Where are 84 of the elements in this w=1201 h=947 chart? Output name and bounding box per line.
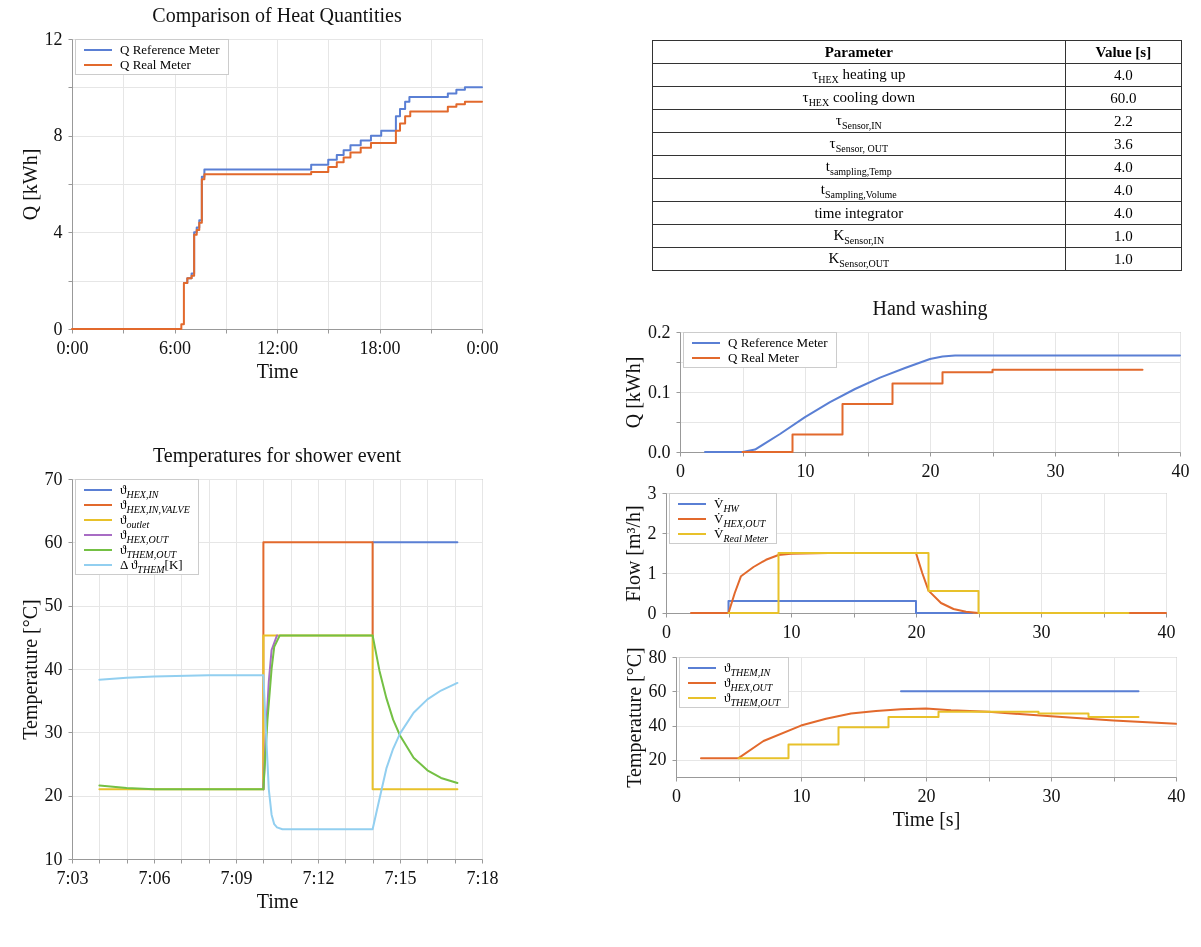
data-label: 1.0 bbox=[1065, 224, 1182, 248]
y-axis-title: Temperature [°C] bbox=[18, 599, 42, 740]
x-tick-label: 12:00 bbox=[256, 337, 299, 358]
y-tick-label: 3 bbox=[647, 482, 657, 503]
legend-label: V̇$_{HW}$ bbox=[714, 496, 739, 514]
y-axis-title: Temperature [°C] bbox=[622, 647, 646, 788]
x-tick-label: 7:18 bbox=[466, 867, 499, 888]
y-tick-label: 10 bbox=[44, 848, 63, 869]
y-tick-label: 20 bbox=[648, 749, 667, 770]
x-tick-label: 0:00 bbox=[466, 337, 499, 358]
data-label: 1.0 bbox=[1065, 247, 1182, 271]
x-tick-label: 10 bbox=[796, 460, 815, 481]
category-label: time integrator bbox=[652, 201, 1066, 225]
chart-title: Hand washing bbox=[872, 297, 988, 320]
y-tick-label: 0.2 bbox=[648, 321, 671, 342]
x-tick-label: 0:00 bbox=[56, 337, 89, 358]
y-axis-title: Flow [m³/h] bbox=[621, 505, 644, 602]
x-tick-label: 10 bbox=[782, 621, 801, 642]
x-tick-label: 20 bbox=[907, 621, 926, 642]
x-tick-label: 40 bbox=[1157, 621, 1176, 642]
y-tick-label: 60 bbox=[44, 531, 63, 552]
legend-label: Q Real Meter bbox=[120, 57, 191, 72]
category-label: t$_{Sampling,Volume}$ bbox=[652, 178, 1066, 202]
data-label: 4.0 bbox=[1065, 178, 1182, 202]
y-tick-label: 40 bbox=[44, 658, 63, 679]
legend-label: Q Real Meter bbox=[728, 350, 799, 365]
x-tick-label: 40 bbox=[1167, 785, 1186, 806]
category-label: τ$_{HEX}$ heating up bbox=[652, 63, 1066, 87]
text: Value [s] bbox=[1065, 40, 1182, 64]
category-label: τ$_{HEX}$ cooling down bbox=[652, 86, 1066, 110]
category-label: K$_{Sensor,IN}$ bbox=[652, 224, 1066, 248]
category-label: t$_{sampling,Temp}$ bbox=[652, 155, 1066, 179]
line-series bbox=[704, 354, 1181, 453]
line-series bbox=[98, 674, 459, 831]
line-series bbox=[700, 707, 1177, 760]
x-tick-label: 7:12 bbox=[302, 867, 335, 888]
x-axis-title: Time bbox=[256, 359, 299, 382]
y-tick-label: 80 bbox=[648, 646, 667, 667]
y-tick-label: 4 bbox=[53, 221, 63, 242]
data-label: 2.2 bbox=[1065, 109, 1182, 133]
y-tick-label: 2 bbox=[647, 522, 657, 543]
x-axis-title: Time [s] bbox=[892, 807, 961, 830]
x-tick-label: 20 bbox=[917, 785, 936, 806]
x-tick-label: 7:03 bbox=[56, 867, 89, 888]
y-tick-label: 12 bbox=[44, 28, 63, 49]
text: Parameter bbox=[652, 40, 1066, 64]
x-tick-label: 7:09 bbox=[220, 867, 253, 888]
legend-label: Q Reference Meter bbox=[728, 335, 828, 350]
x-tick-label: 30 bbox=[1042, 785, 1061, 806]
y-tick-label: 8 bbox=[53, 125, 63, 146]
y-tick-label: 70 bbox=[44, 468, 63, 489]
x-tick-label: 6:00 bbox=[158, 337, 192, 358]
y-tick-label: 1 bbox=[647, 562, 657, 583]
category-label: τ$_{Sensor,IN}$ bbox=[652, 109, 1066, 133]
y-tick-label: 0 bbox=[647, 602, 657, 623]
category-label: K$_{Sensor,OUT}$ bbox=[652, 247, 1066, 271]
data-label: 3.6 bbox=[1065, 132, 1182, 156]
data-label: 4.0 bbox=[1065, 155, 1182, 179]
y-tick-label: 60 bbox=[648, 680, 667, 701]
x-tick-label: 7:15 bbox=[384, 867, 417, 888]
x-tick-label: 18:00 bbox=[359, 337, 401, 358]
y-tick-label: 40 bbox=[648, 715, 667, 736]
chart-title: Comparison of Heat Quantities bbox=[152, 4, 402, 27]
legend-label: Q Reference Meter bbox=[120, 42, 220, 57]
x-tick-label: 7:06 bbox=[138, 867, 171, 888]
x-tick-label: 30 bbox=[1046, 460, 1065, 481]
x-tick-label: 30 bbox=[1032, 621, 1051, 642]
x-axis-title: Time bbox=[256, 889, 299, 912]
y-tick-label: 0 bbox=[53, 318, 63, 339]
y-axis-title: Q [kWh] bbox=[622, 356, 644, 429]
x-tick-label: 40 bbox=[1171, 460, 1190, 481]
y-tick-label: 50 bbox=[44, 595, 63, 616]
x-tick-label: 10 bbox=[792, 785, 811, 806]
y-axis-title: Q [kWh] bbox=[18, 148, 41, 221]
chart-title: Temperatures for shower event bbox=[153, 444, 402, 467]
x-tick-label: 0 bbox=[676, 460, 685, 481]
data-label: 60.0 bbox=[1065, 86, 1182, 110]
y-tick-label: 30 bbox=[44, 721, 63, 742]
data-label: 4.0 bbox=[1065, 63, 1182, 87]
y-tick-label: 0.1 bbox=[648, 381, 671, 402]
category-label: τ$_{Sensor, OUT}$ bbox=[652, 132, 1066, 156]
y-tick-label: 0.0 bbox=[648, 441, 671, 462]
data-label: 4.0 bbox=[1065, 201, 1182, 225]
x-tick-label: 20 bbox=[921, 460, 940, 481]
